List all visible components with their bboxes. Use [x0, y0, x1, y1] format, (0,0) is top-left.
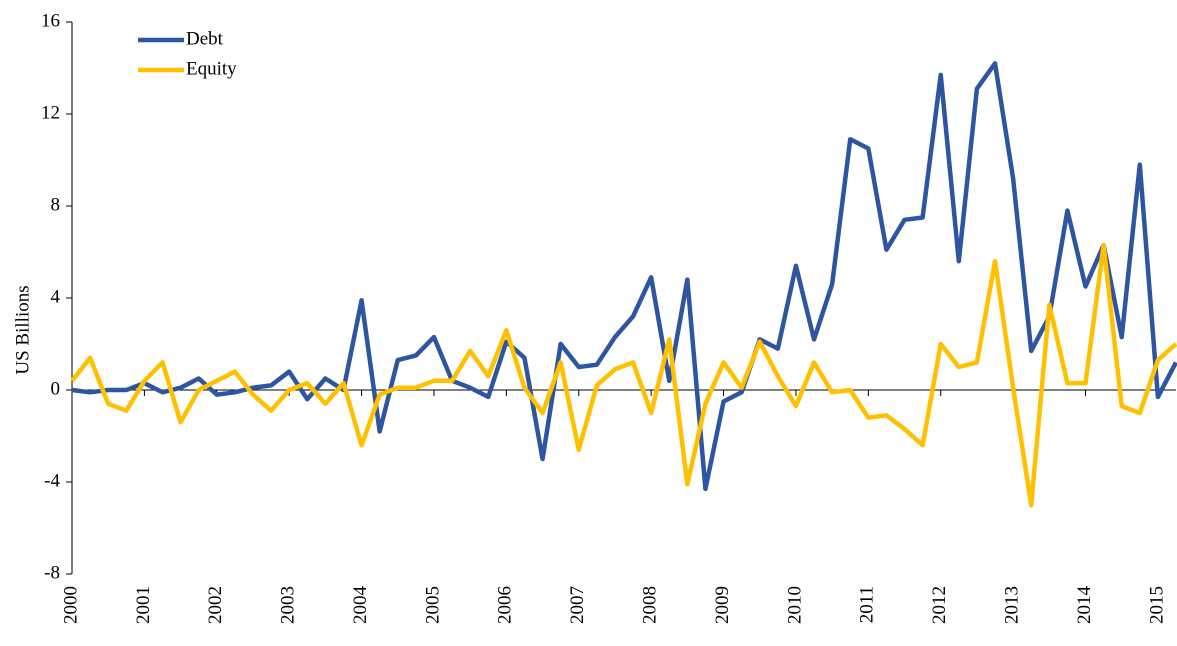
- x-tick-label: 2012: [929, 586, 950, 624]
- legend-label: Equity: [186, 58, 237, 79]
- x-tick-label: 2013: [1001, 586, 1022, 624]
- legend-label: Debt: [186, 28, 224, 49]
- x-tick-label: 2002: [205, 586, 226, 624]
- x-tick-label: 2001: [133, 586, 154, 624]
- x-tick-label: 2008: [640, 586, 661, 624]
- x-tick-label: 2011: [857, 586, 878, 623]
- series-line: [70, 242, 1177, 508]
- y-tick-label: -4: [44, 470, 60, 491]
- x-tick-label: 2014: [1074, 586, 1095, 625]
- x-tick-label: 2004: [350, 586, 371, 625]
- y-tick-label: 12: [41, 102, 60, 123]
- x-tick-label: 2010: [784, 586, 805, 624]
- x-tick-label: 2015: [1146, 586, 1167, 624]
- y-tick-label: 8: [51, 194, 61, 215]
- series-line: [71, 61, 1177, 492]
- x-tick-label: 2003: [278, 586, 299, 624]
- x-tick-label: 2006: [495, 586, 516, 624]
- y-tick-label: 4: [51, 286, 61, 307]
- x-tick-label: 2007: [567, 586, 588, 624]
- y-tick-label: 16: [41, 10, 60, 31]
- y-axis-label: US Billions: [12, 285, 33, 374]
- y-tick-label: -8: [44, 562, 60, 583]
- y-tick-label: 0: [51, 378, 61, 399]
- x-tick-label: 2000: [60, 586, 81, 624]
- x-tick-label: 2005: [422, 586, 443, 624]
- x-tick-label: 2009: [712, 586, 733, 624]
